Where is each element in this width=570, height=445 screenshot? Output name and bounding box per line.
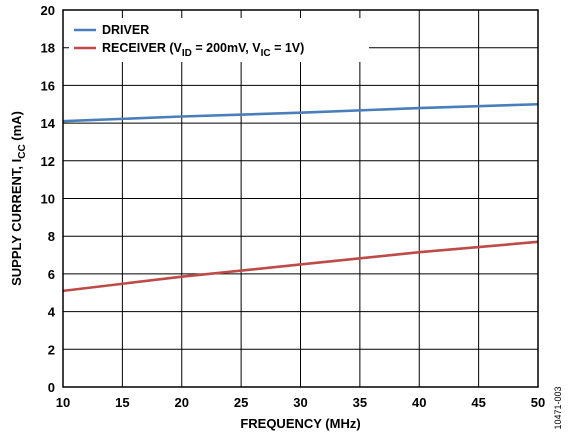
y-tick-label: 6 xyxy=(48,267,55,282)
y-tick-label: 10 xyxy=(41,192,55,207)
x-axis-title: FREQUENCY (MHz) xyxy=(240,416,360,431)
legend-label: DRIVER xyxy=(102,23,149,37)
x-tick-label: 45 xyxy=(471,395,485,410)
x-tick-label: 20 xyxy=(175,395,189,410)
x-tick-label: 50 xyxy=(531,395,545,410)
legend-box xyxy=(69,18,369,62)
x-tick-label: 35 xyxy=(353,395,367,410)
grid xyxy=(62,9,539,388)
y-tick-label: 2 xyxy=(48,342,55,357)
y-tick-label: 14 xyxy=(41,116,56,131)
x-tick-label: 30 xyxy=(293,395,307,410)
y-axis-title: SUPPLY CURRENT, ICC (mA) xyxy=(9,111,28,286)
series-lines xyxy=(62,102,539,293)
x-tick-label: 15 xyxy=(115,395,129,410)
x-tick-label: 25 xyxy=(234,395,248,410)
x-tick-label: 40 xyxy=(412,395,426,410)
y-tick-label: 12 xyxy=(41,154,55,169)
y-tick-label: 0 xyxy=(48,380,55,395)
x-tick-label: 10 xyxy=(56,395,70,410)
series-line-driver xyxy=(62,102,539,123)
y-tick-label: 20 xyxy=(41,3,55,18)
plot-frame xyxy=(62,9,539,388)
y-tick-label: 4 xyxy=(48,305,56,320)
tick-labels: 10 15 20 25 30 35 40 45 50 0 2 4 6 8 10 12 14 16 18 20 xyxy=(41,3,546,410)
y-tick-label: 16 xyxy=(41,78,55,93)
y-tick-label: 18 xyxy=(41,41,55,56)
series-line-receiver xyxy=(62,240,539,293)
legend-label: RECEIVER (VID = 200mV, VIC = 1V) xyxy=(102,41,304,59)
legend: DRIVER RECEIVER (VID = 200mV, VIC = 1V) xyxy=(69,18,369,62)
y-tick-label: 8 xyxy=(48,229,55,244)
figure-id: 10471-003 xyxy=(553,386,563,429)
